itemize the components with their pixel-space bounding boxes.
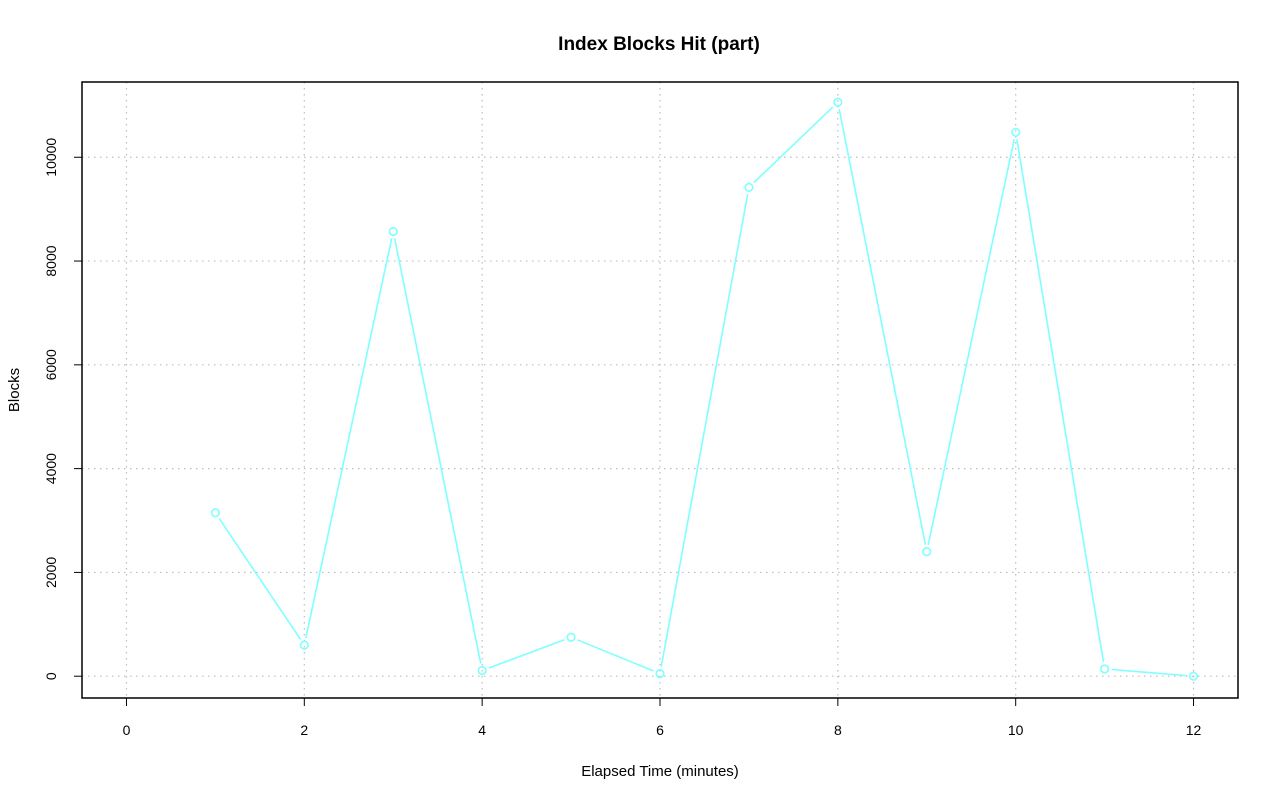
series-line-segment <box>218 518 302 640</box>
data-point <box>655 669 665 679</box>
y-axis-label: Blocks <box>6 368 23 412</box>
y-tick-label: 0 <box>43 672 59 680</box>
x-tick-label: 12 <box>1186 722 1202 738</box>
x-tick-label: 8 <box>834 722 842 738</box>
series-line-segment <box>1111 668 1187 677</box>
y-tick-label: 2000 <box>43 557 59 588</box>
x-tick-label: 6 <box>656 722 664 738</box>
plot-frame <box>81 81 1239 699</box>
series-line-segment <box>660 194 749 667</box>
y-tick-label: 10000 <box>43 138 59 177</box>
data-point <box>1100 664 1110 674</box>
x-tick-label: 0 <box>123 722 131 738</box>
data-point <box>477 665 487 676</box>
grid-lines <box>82 82 1238 698</box>
x-tick-label: 2 <box>300 722 308 738</box>
series-line-segment <box>927 139 1016 545</box>
series-line-segment <box>304 238 393 639</box>
data-point <box>388 226 398 237</box>
data-point <box>566 632 576 642</box>
series-line-segment <box>753 106 834 184</box>
data-point <box>210 508 220 518</box>
x-tick-label: 4 <box>478 722 486 738</box>
y-tick-label: 4000 <box>43 453 59 484</box>
series-line-segment <box>838 108 927 545</box>
series-line-segment <box>488 638 565 669</box>
series-line-segment <box>393 238 482 664</box>
data-point <box>744 182 754 192</box>
y-tick-label: 8000 <box>43 245 59 276</box>
series-line-segment <box>577 639 654 672</box>
y-tick-label: 6000 <box>43 349 59 380</box>
chart-title: Index Blocks Hit (part) <box>558 34 760 55</box>
series-line-segment <box>1016 139 1105 663</box>
axes: 0 2 4 6 8 10 12 0 2000 4000 6000 8000 10000 <box>43 138 1202 738</box>
data-point <box>299 640 309 650</box>
data-point <box>833 97 843 107</box>
x-axis-label: Elapsed Time (minutes) <box>581 763 739 780</box>
data-point <box>922 547 932 557</box>
data-point <box>1011 127 1021 137</box>
x-tick-label: 10 <box>1008 722 1024 738</box>
data-point <box>1188 671 1199 681</box>
data-series <box>210 97 1199 681</box>
